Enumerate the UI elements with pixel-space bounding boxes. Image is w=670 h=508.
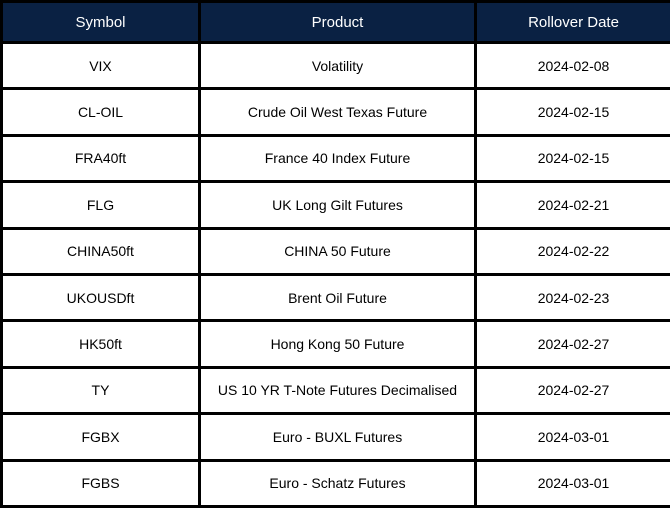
cell-product: Euro - BUXL Futures — [198, 412, 477, 462]
cell-symbol: TY — [0, 365, 201, 416]
table-header: Symbol Product Rollover Date — [0, 0, 670, 44]
table-row: UKOUSDft Brent Oil Future 2024-02-23 — [0, 272, 670, 323]
table-row: FGBX Euro - BUXL Futures 2024-03-01 — [0, 412, 670, 462]
cell-symbol: HK50ft — [0, 319, 201, 369]
cell-product: Hong Kong 50 Future — [198, 319, 477, 369]
table-row: FGBS Euro - Schatz Futures 2024-03-01 — [0, 458, 670, 508]
cell-rollover-date: 2024-02-27 — [474, 319, 670, 369]
cell-symbol: FGBX — [0, 412, 201, 462]
table-body: VIX Volatility 2024-02-08 CL-OIL Crude O… — [0, 40, 670, 508]
cell-product: Volatility — [198, 40, 477, 91]
cell-rollover-date: 2024-02-15 — [474, 87, 670, 137]
table-row: HK50ft Hong Kong 50 Future 2024-02-27 — [0, 319, 670, 369]
cell-symbol: VIX — [0, 40, 201, 91]
cell-symbol: FLG — [0, 180, 201, 230]
cell-product: CHINA 50 Future — [198, 226, 477, 276]
cell-rollover-date: 2024-02-27 — [474, 365, 670, 416]
table-row: FRA40ft France 40 Index Future 2024-02-1… — [0, 133, 670, 184]
column-header-symbol: Symbol — [0, 0, 201, 44]
column-header-rollover-date: Rollover Date — [474, 0, 670, 44]
header-row: Symbol Product Rollover Date — [0, 0, 670, 44]
cell-product: US 10 YR T-Note Futures Decimalised — [198, 365, 477, 416]
table-row: TY US 10 YR T-Note Futures Decimalised 2… — [0, 365, 670, 416]
cell-symbol: UKOUSDft — [0, 272, 201, 323]
cell-rollover-date: 2024-03-01 — [474, 458, 670, 508]
cell-rollover-date: 2024-02-21 — [474, 180, 670, 230]
cell-symbol: CHINA50ft — [0, 226, 201, 276]
cell-product: Brent Oil Future — [198, 272, 477, 323]
cell-product: Euro - Schatz Futures — [198, 458, 477, 508]
cell-product: UK Long Gilt Futures — [198, 180, 477, 230]
cell-symbol: CL-OIL — [0, 87, 201, 137]
table-row: CL-OIL Crude Oil West Texas Future 2024-… — [0, 87, 670, 137]
cell-rollover-date: 2024-03-01 — [474, 412, 670, 462]
cell-product: France 40 Index Future — [198, 133, 477, 184]
cell-symbol: FRA40ft — [0, 133, 201, 184]
table-row: FLG UK Long Gilt Futures 2024-02-21 — [0, 180, 670, 230]
table-row: VIX Volatility 2024-02-08 — [0, 40, 670, 91]
cell-rollover-date: 2024-02-15 — [474, 133, 670, 184]
cell-rollover-date: 2024-02-22 — [474, 226, 670, 276]
cell-rollover-date: 2024-02-08 — [474, 40, 670, 91]
cell-symbol: FGBS — [0, 458, 201, 508]
table-row: CHINA50ft CHINA 50 Future 2024-02-22 — [0, 226, 670, 276]
cell-product: Crude Oil West Texas Future — [198, 87, 477, 137]
cell-rollover-date: 2024-02-23 — [474, 272, 670, 323]
column-header-product: Product — [198, 0, 477, 44]
